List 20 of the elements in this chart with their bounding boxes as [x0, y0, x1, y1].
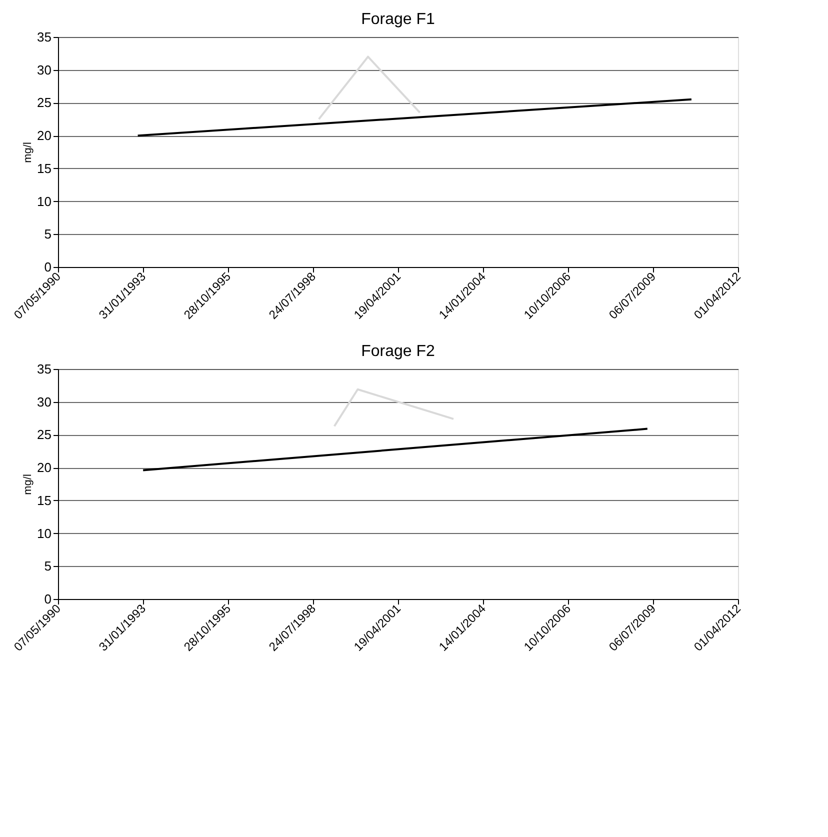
y-tick-label: 20 [37, 128, 52, 144]
y-tick-label: 15 [37, 492, 52, 508]
y-tick-label: 25 [37, 427, 52, 442]
y-tick-label: 0 [44, 260, 52, 274]
y-tick-label: 25 [37, 95, 52, 110]
y-axis-title: mg/l [22, 474, 34, 495]
y-tick-label: 20 [37, 460, 52, 476]
chart-title: Forage F1 [361, 11, 436, 28]
y-tick-label: 5 [44, 226, 52, 242]
y-tick-label: 35 [37, 30, 52, 44]
chart-title: Forage F2 [361, 343, 436, 360]
y-tick-label: 0 [44, 592, 52, 606]
y-tick-label: 35 [37, 362, 52, 376]
y-axis-title: mg/l [22, 142, 34, 163]
y-tick-label: 30 [37, 394, 52, 410]
y-tick-label: 10 [37, 526, 52, 541]
y-tick-label: 30 [37, 62, 52, 78]
y-tick-label: 15 [37, 160, 52, 176]
y-tick-label: 10 [37, 194, 52, 209]
y-tick-label: 5 [44, 558, 52, 574]
